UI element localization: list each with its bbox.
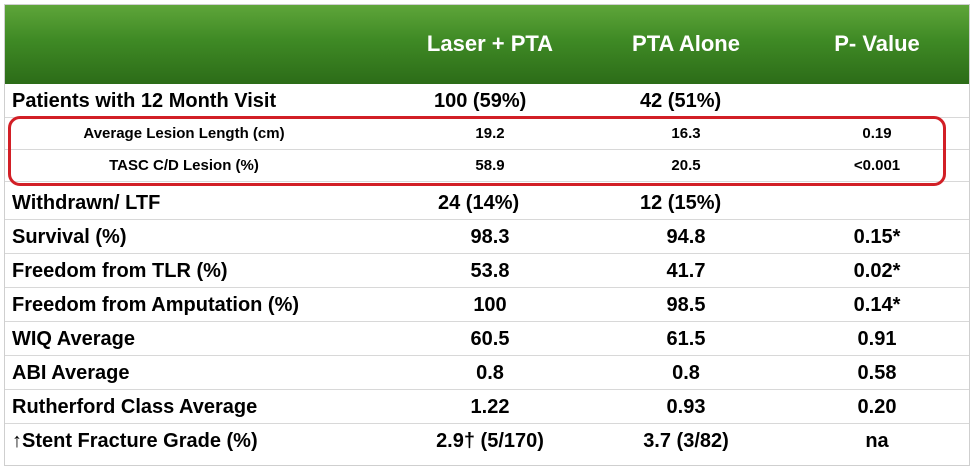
header-p-value: P- Value bbox=[834, 31, 920, 56]
pta-value: 94.8 bbox=[666, 226, 706, 248]
p-value: 0.91 bbox=[857, 328, 897, 350]
laser-value: 100 bbox=[473, 294, 507, 316]
row-label: Freedom from TLR (%) bbox=[12, 260, 228, 282]
p-value: 0.19 bbox=[862, 125, 892, 142]
p-value bbox=[784, 186, 970, 220]
table-row: Rutherford Class Average 1.22 0.93 0.20 bbox=[4, 390, 970, 424]
p-value: 0.20 bbox=[857, 396, 897, 418]
row-label: Average Lesion Length (cm) bbox=[83, 125, 285, 142]
laser-value: 1.22 bbox=[470, 396, 510, 418]
laser-value: 53.8 bbox=[470, 260, 510, 282]
laser-value: 58.9 bbox=[475, 157, 505, 174]
header-laser-pta: Laser + PTA bbox=[426, 31, 554, 56]
row-label: Patients with 12 Month Visit bbox=[12, 90, 277, 112]
table-row: TASC C/D Lesion (%) 58.9 20.5 <0.001 bbox=[4, 150, 970, 182]
laser-value: 0.8 bbox=[476, 362, 504, 384]
pta-value: 98.5 bbox=[666, 294, 706, 316]
results-table: Laser + PTA PTA Alone P- Value Patients … bbox=[4, 4, 970, 466]
p-value: 0.14* bbox=[853, 294, 901, 316]
table-row: ABI Average 0.8 0.8 0.58 bbox=[4, 356, 970, 390]
row-label: WIQ Average bbox=[12, 328, 135, 350]
header-pta-alone: PTA Alone bbox=[632, 31, 740, 56]
row-label: ABI Average bbox=[12, 362, 130, 384]
laser-value: 100 (59%) bbox=[434, 90, 527, 112]
table-header: Laser + PTA PTA Alone P- Value bbox=[4, 4, 970, 84]
laser-value: 19.2 bbox=[475, 125, 505, 142]
p-value: <0.001 bbox=[853, 157, 901, 174]
laser-value: 98.3 bbox=[470, 226, 510, 248]
laser-value: 60.5 bbox=[470, 328, 510, 350]
table-row: Freedom from TLR (%) 53.8 41.7 0.02* bbox=[4, 254, 970, 288]
row-label: Withdrawn/ LTF bbox=[12, 192, 161, 214]
table-row: ↑Stent Fracture Grade (%) 2.9† (5/170) 3… bbox=[4, 424, 970, 458]
table-row: Survival (%) 98.3 94.8 0.15* bbox=[4, 220, 970, 254]
table-row: Withdrawn/ LTF 24 (14%) 12 (15%) bbox=[4, 186, 970, 220]
row-label: Survival (%) bbox=[12, 226, 127, 248]
p-value: na bbox=[865, 430, 889, 452]
p-value bbox=[784, 84, 970, 118]
table-row: Freedom from Amputation (%) 100 98.5 0.1… bbox=[4, 288, 970, 322]
laser-value: 2.9† (5/170) bbox=[436, 430, 544, 452]
pta-value: 61.5 bbox=[666, 328, 706, 350]
pta-value: 20.5 bbox=[671, 157, 701, 174]
pta-value: 42 (51%) bbox=[640, 90, 722, 112]
p-value: 0.58 bbox=[857, 362, 897, 384]
table-row: Patients with 12 Month Visit 100 (59%) 4… bbox=[4, 84, 970, 118]
pta-value: 41.7 bbox=[666, 260, 706, 282]
row-label: Freedom from Amputation (%) bbox=[12, 294, 300, 316]
p-value: 0.02* bbox=[853, 260, 901, 282]
row-label: ↑Stent Fracture Grade (%) bbox=[12, 430, 258, 452]
row-label: TASC C/D Lesion (%) bbox=[109, 157, 259, 174]
p-value: 0.15* bbox=[853, 226, 901, 248]
pta-value: 16.3 bbox=[671, 125, 701, 142]
laser-value: 24 (14%) bbox=[438, 192, 520, 214]
pta-value: 3.7 (3/82) bbox=[643, 430, 729, 452]
pta-value: 0.8 bbox=[672, 362, 700, 384]
table-row: Average Lesion Length (cm) 19.2 16.3 0.1… bbox=[4, 118, 970, 150]
pta-value: 0.93 bbox=[666, 396, 706, 418]
table-row: WIQ Average 60.5 61.5 0.91 bbox=[4, 322, 970, 356]
pta-value: 12 (15%) bbox=[640, 192, 722, 214]
row-label: Rutherford Class Average bbox=[12, 396, 258, 418]
